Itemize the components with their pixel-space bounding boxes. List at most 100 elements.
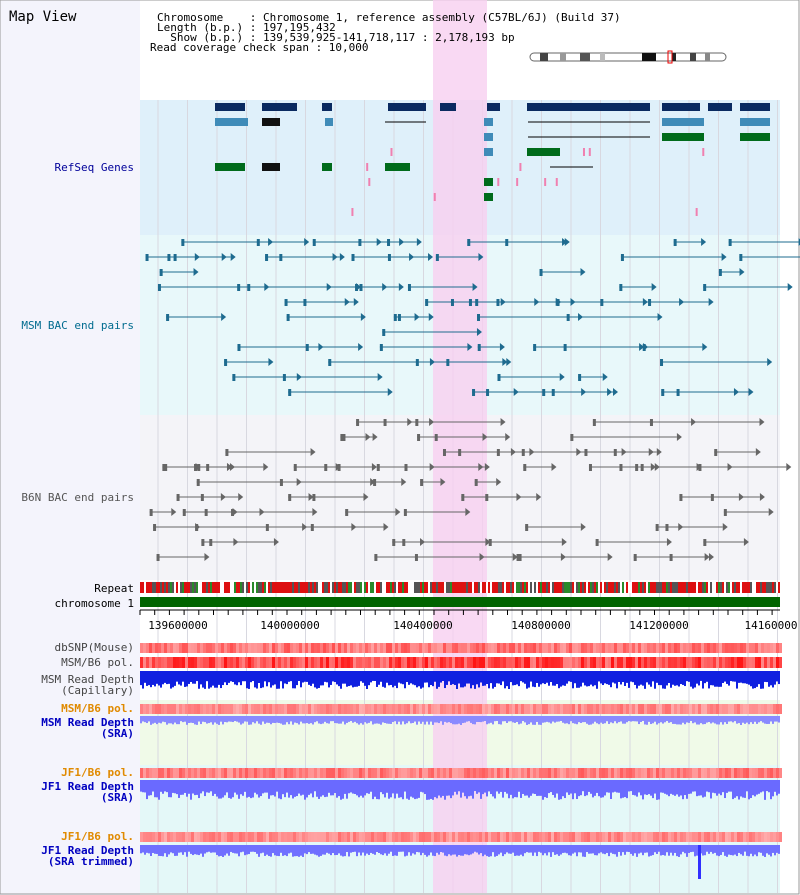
depth-bar — [702, 845, 704, 856]
pol-cell — [677, 657, 680, 668]
repeat-mark — [164, 582, 166, 593]
depth-bar — [622, 780, 624, 798]
pol-cell — [722, 768, 725, 778]
depth-bar — [314, 780, 316, 792]
depth-bar — [776, 716, 778, 722]
pol-cell — [266, 704, 269, 714]
pol-cell — [455, 657, 458, 668]
pol-cell — [362, 704, 365, 714]
depth-bar — [228, 845, 230, 856]
depth-bar — [220, 716, 222, 722]
pol-cell — [539, 657, 542, 668]
depth-bar — [280, 780, 282, 800]
pol-cell — [419, 832, 422, 842]
pol-cell — [773, 657, 776, 668]
depth-bar — [376, 845, 378, 852]
pol-cell — [509, 768, 512, 778]
depth-bar — [214, 845, 216, 853]
pol-cell — [497, 657, 500, 668]
depth-bar — [364, 845, 366, 856]
depth-bar — [182, 845, 184, 855]
depth-bar — [242, 845, 244, 852]
pol-cell — [221, 643, 224, 653]
depth-bar — [686, 716, 688, 723]
depth-bar — [158, 716, 160, 723]
depth-bar — [346, 780, 348, 799]
depth-bar — [330, 845, 332, 856]
repeat-mark — [762, 582, 764, 593]
depth-bar — [336, 780, 338, 798]
depth-bar — [616, 671, 618, 689]
depth-bar — [394, 716, 396, 722]
depth-bar — [312, 845, 314, 854]
pol-cell — [212, 768, 215, 778]
repeat-mark — [470, 582, 472, 593]
depth-bar — [728, 780, 730, 792]
pol-cell — [620, 643, 623, 653]
pol-cell — [272, 657, 275, 668]
depth-bar — [636, 716, 638, 722]
depth-bar — [284, 780, 286, 798]
pol-cell — [467, 704, 470, 714]
pol-cell — [707, 768, 710, 778]
pol-cell — [464, 832, 467, 842]
ideogram-marker — [667, 50, 673, 64]
depth-bar — [314, 671, 316, 688]
depth-bar — [378, 845, 380, 854]
depth-bar — [554, 780, 556, 798]
pol-cell — [476, 768, 479, 778]
pol-cell — [293, 768, 296, 778]
pol-cell — [662, 643, 665, 653]
repeat-mark — [436, 582, 438, 593]
pol-cell — [572, 643, 575, 653]
pol-cell — [542, 704, 545, 714]
pol-cell — [440, 704, 443, 714]
pol-cell — [755, 704, 758, 714]
pol-cell — [143, 643, 146, 653]
depth-bar — [216, 716, 218, 724]
depth-bar — [354, 671, 356, 687]
depth-bar — [644, 671, 646, 689]
pol-cell — [749, 832, 752, 842]
pol-cell — [530, 643, 533, 653]
depth-bar — [464, 716, 466, 723]
repeat-mark — [572, 582, 574, 593]
repeat-mark — [532, 582, 534, 593]
pol-cell — [359, 704, 362, 714]
depth-bar — [632, 845, 634, 856]
bac-end — [414, 554, 418, 561]
pol-cell — [368, 768, 371, 778]
depth-bar — [358, 671, 360, 686]
depth-bar — [728, 845, 730, 855]
depth-bar — [448, 780, 450, 796]
pol-cell — [506, 832, 509, 842]
pol-cell — [737, 657, 740, 668]
bac-end — [739, 268, 745, 276]
depth-bar — [150, 671, 152, 688]
depth-bar — [258, 845, 260, 857]
depth-bar — [644, 780, 646, 795]
pol-cell — [689, 657, 692, 668]
depth-bar — [626, 716, 628, 723]
pol-cell — [743, 704, 746, 714]
track-label-jf1-b6-pol: JF1/B6 pol. — [61, 766, 134, 779]
pol-cell — [452, 657, 455, 668]
axis-tick-label: 140400000 — [393, 619, 453, 632]
pol-cell — [578, 643, 581, 653]
pol-cell — [494, 657, 497, 668]
depth-bar — [360, 716, 362, 724]
pol-cell — [590, 704, 593, 714]
pol-cell — [452, 643, 455, 653]
depth-bar — [688, 716, 690, 723]
depth-bar — [544, 780, 546, 798]
pol-cell — [404, 832, 407, 842]
depth-bar — [290, 845, 292, 853]
repeat-mark — [550, 582, 552, 593]
repeat-mark — [486, 582, 488, 593]
repeat-mark — [230, 582, 232, 593]
depth-bar — [464, 671, 466, 687]
repeat-mark — [338, 582, 340, 593]
bac-end — [296, 373, 302, 381]
depth-bar — [240, 671, 242, 686]
